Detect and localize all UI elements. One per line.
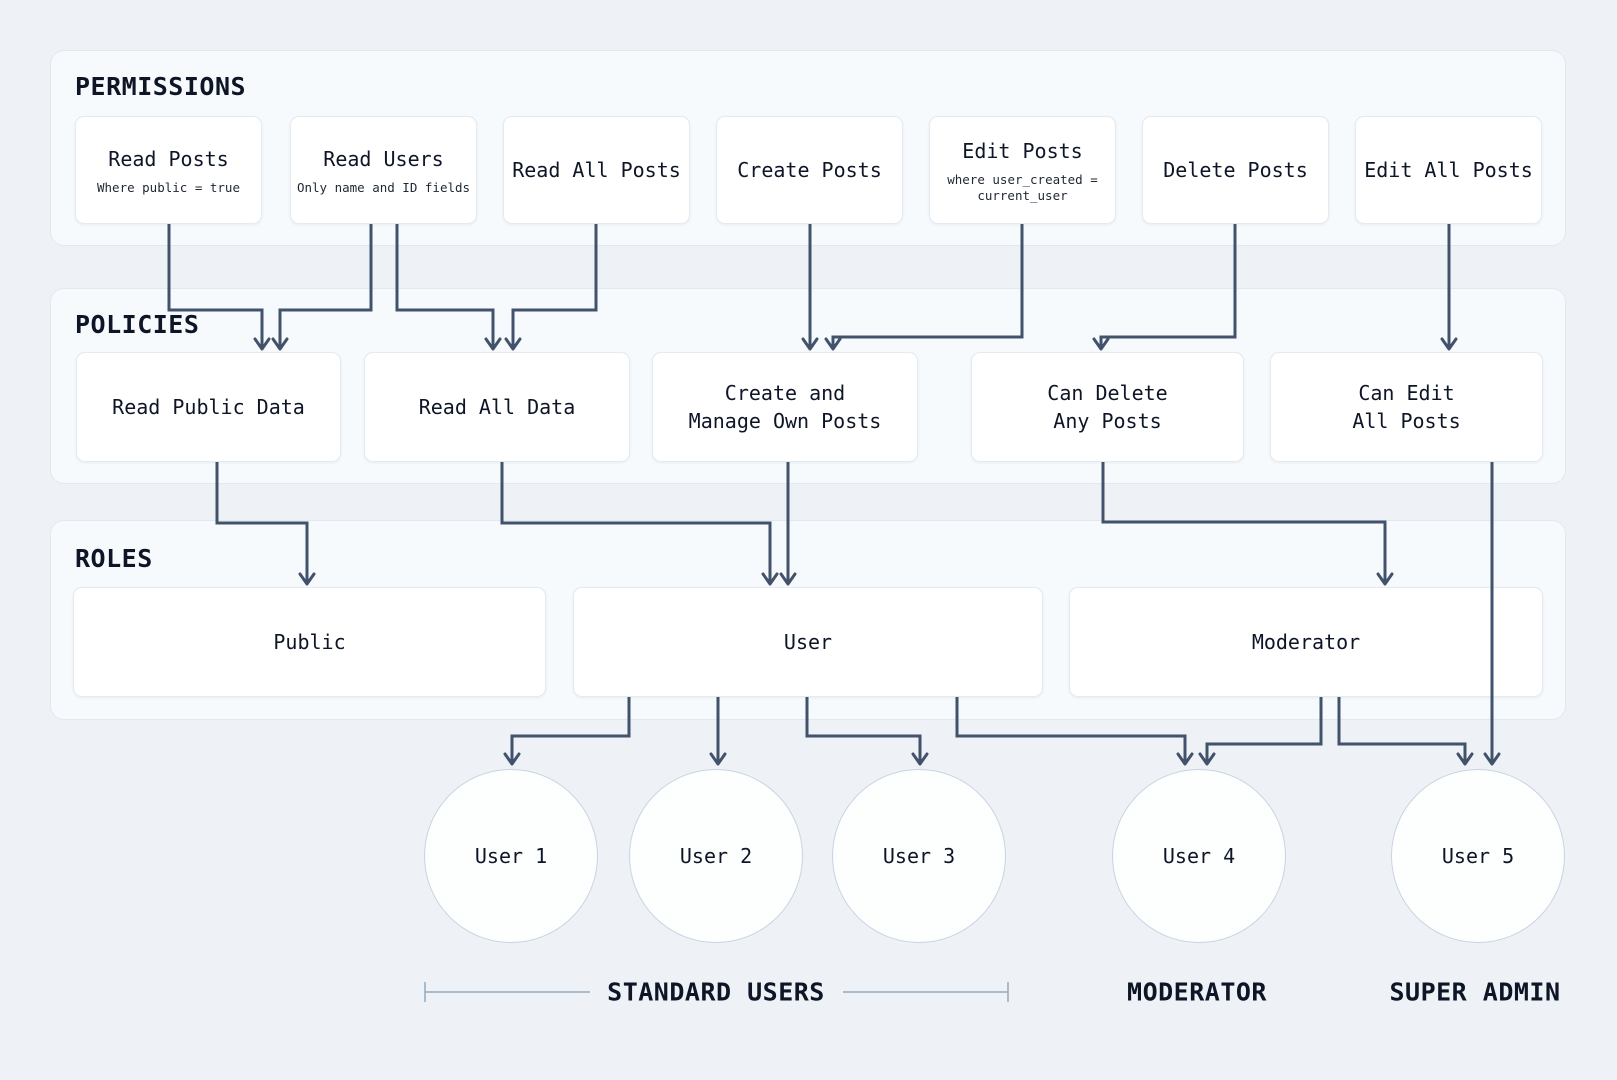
policy-box-create-manage-own-posts: Create and Manage Own Posts (652, 352, 918, 462)
group-label-moderator: MODERATOR (1127, 977, 1267, 1007)
user-label: User 3 (882, 844, 956, 868)
permission-label: Read Users (323, 146, 444, 171)
permission-label: Delete Posts (1163, 158, 1308, 182)
policy-box-can-delete-any-posts: Can Delete Any Posts (971, 352, 1244, 462)
user-circle-3: User 3 (832, 769, 1006, 943)
permission-box-read-posts: Read Posts Where public = true (75, 116, 262, 224)
permission-box-read-users: Read Users Only name and ID fields (290, 116, 477, 224)
role-label: Public (273, 630, 346, 654)
user-circle-2: User 2 (629, 769, 803, 943)
group-label-super-admin: SUPER ADMIN (1389, 977, 1561, 1007)
role-label: Moderator (1251, 630, 1361, 654)
user-label: User 4 (1162, 844, 1236, 868)
user-label: User 1 (474, 844, 548, 868)
permission-label: Edit All Posts (1364, 158, 1533, 182)
permission-box-read-all-posts: Read All Posts (503, 116, 690, 224)
permission-label: Create Posts (737, 158, 882, 182)
user-circle-5: User 5 (1391, 769, 1565, 943)
policies-title: POLICIES (75, 310, 200, 339)
user-circle-1: User 1 (424, 769, 598, 943)
role-box-moderator: Moderator (1069, 587, 1543, 697)
policy-label: Create and Manage Own Posts (688, 381, 882, 433)
role-label: User (783, 630, 833, 654)
policy-label: Can Edit All Posts (1352, 381, 1461, 433)
permission-note: Only name and ID fields (296, 179, 471, 195)
group-label-standard-users: STANDARD USERS (607, 977, 825, 1007)
roles-title: ROLES (75, 544, 153, 573)
policy-label: Can Delete Any Posts (1047, 381, 1168, 433)
user-label: User 2 (679, 844, 753, 868)
policy-box-read-all-data: Read All Data (364, 352, 630, 462)
permission-box-edit-all-posts: Edit All Posts (1355, 116, 1542, 224)
permission-note: Where public = true (97, 179, 240, 195)
policy-box-can-edit-all-posts: Can Edit All Posts (1270, 352, 1543, 462)
policy-box-read-public-data: Read Public Data (76, 352, 341, 462)
permission-label: Read All Posts (512, 158, 681, 182)
user-circle-4: User 4 (1112, 769, 1286, 943)
policy-label: Read Public Data (112, 395, 305, 419)
user-label: User 5 (1441, 844, 1515, 868)
permission-box-delete-posts: Delete Posts (1142, 116, 1329, 224)
permissions-title: PERMISSIONS (75, 72, 247, 101)
policy-label: Read All Data (418, 395, 576, 419)
permission-box-create-posts: Create Posts (716, 116, 903, 224)
permission-box-edit-posts: Edit Posts where user_created = current_… (929, 116, 1116, 224)
permission-note: where user_created = current_user (947, 171, 1098, 203)
permission-label: Edit Posts (962, 138, 1083, 163)
role-box-public: Public (73, 587, 546, 697)
role-box-user: User (573, 587, 1043, 697)
permission-label: Read Posts (108, 146, 229, 171)
